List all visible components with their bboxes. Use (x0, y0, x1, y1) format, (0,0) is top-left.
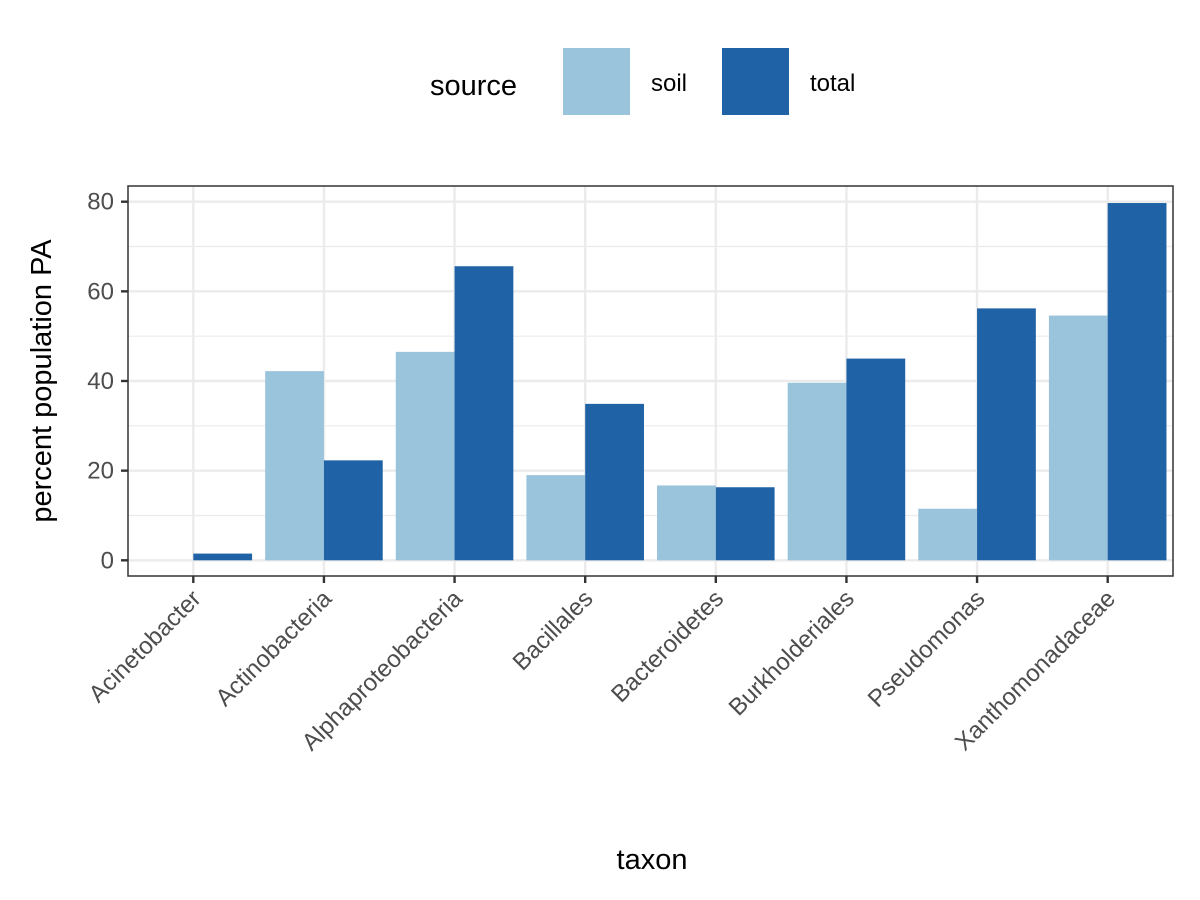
y-tick-label: 80 (87, 189, 114, 216)
bar-soil-alphaproteobacteria (395, 351, 455, 561)
bar-total-actinobacteria (323, 460, 383, 561)
bars (193, 203, 1167, 561)
x-tick-label: Bacteroidetes (606, 585, 729, 708)
bar-soil-xanthomonadaceae (1048, 315, 1108, 561)
bar-total-xanthomonadaceae (1107, 203, 1167, 561)
bar-total-pseudomonas (977, 308, 1036, 561)
bar-soil-actinobacteria (265, 371, 324, 561)
legend-label-total: total (810, 70, 855, 97)
legend-key-soil (563, 48, 630, 115)
bar-soil-burkholderiales (787, 382, 847, 561)
x-axis-title: taxon (617, 844, 688, 876)
legend-label-soil: soil (651, 70, 687, 97)
bar-total-bacteroidetes (715, 487, 775, 561)
y-axis-title: percent population PA (26, 239, 58, 523)
bar-total-alphaproteobacteria (454, 266, 514, 561)
y-tick-label: 0 (101, 547, 114, 574)
x-tick-label: Actinobacteria (211, 585, 338, 712)
y-axis: 0 20 40 60 80 (87, 189, 128, 574)
y-tick-label: 40 (87, 368, 114, 395)
bar-soil-bacillales (526, 475, 586, 561)
x-tick-label: Bacillales (508, 585, 599, 676)
bar-soil-pseudomonas (918, 508, 978, 561)
bar-soil-bacteroidetes (657, 485, 716, 561)
bar-total-burkholderiales (846, 358, 906, 561)
legend-title: source (430, 70, 517, 102)
bar-total-bacillales (585, 403, 644, 561)
legend: source soil total (430, 48, 855, 115)
x-tick-label: Burkholderiales (724, 585, 860, 721)
x-tick-label: Pseudomonas (863, 585, 991, 713)
bar-total-acinetobacter (193, 553, 253, 561)
y-tick-label: 60 (87, 278, 114, 305)
x-tick-label: Acinetobacter (84, 585, 207, 708)
y-tick-label: 20 (87, 458, 114, 485)
legend-key-total (722, 48, 789, 115)
x-axis: Acinetobacter ActinobacteriaAlphaproteoba… (84, 576, 1121, 756)
